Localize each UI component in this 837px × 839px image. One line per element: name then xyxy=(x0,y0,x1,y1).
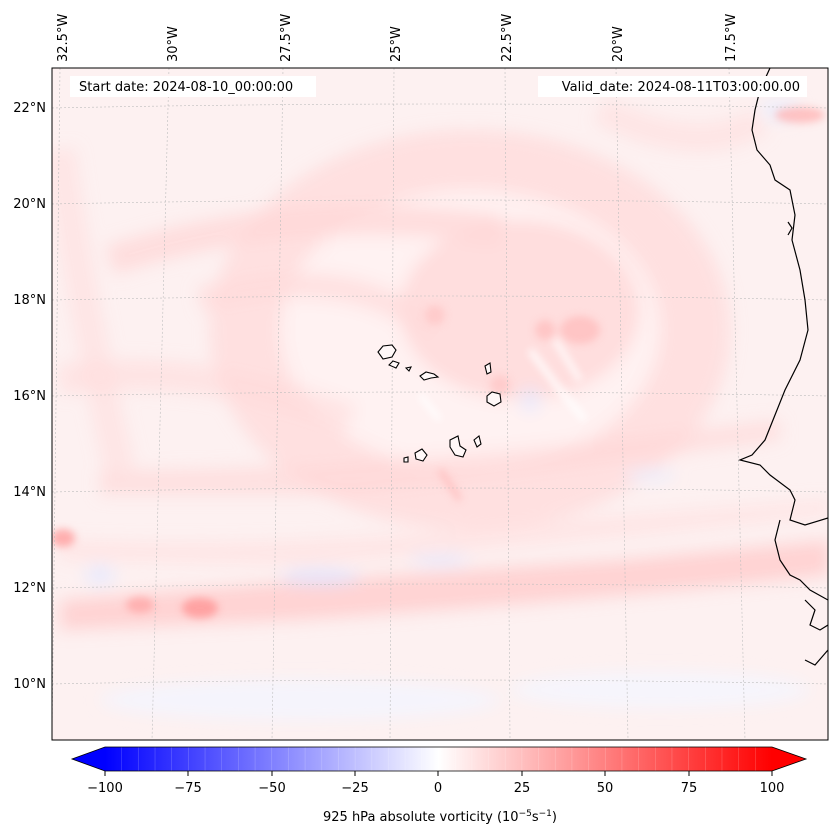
lat-label-20: 20°N xyxy=(13,197,46,212)
cb-tick-m100: −100 xyxy=(87,781,123,796)
latitude-labels: 22°N 20°N 18°N 16°N 14°N 12°N 10°N xyxy=(13,101,46,692)
cape-verde-islands xyxy=(377,344,502,463)
start-date-label: Start date: 2024-08-10_00:00:00 xyxy=(79,80,293,95)
lon-label-25: 25°W xyxy=(389,26,404,62)
island-sao-vicente xyxy=(388,360,400,369)
west-africa-coastline xyxy=(738,68,828,526)
lon-label-32-5: 32.5°W xyxy=(56,14,71,62)
colorbar-label: 925 hPa absolute vorticity (10−5s−1) xyxy=(323,809,557,825)
valid-date-box xyxy=(538,76,807,97)
gridline-lon-17-5 xyxy=(728,67,746,741)
gridline-lat-18 xyxy=(51,295,829,301)
guinea-coastline xyxy=(804,649,828,666)
gridline-lat-12 xyxy=(51,583,829,589)
island-maio xyxy=(473,435,482,448)
gridline-lat-14 xyxy=(51,487,829,493)
lon-label-30: 30°W xyxy=(166,26,181,62)
island-santo-antao xyxy=(377,344,397,360)
lat-label-16: 16°N xyxy=(13,389,46,404)
cb-tick-m50: −50 xyxy=(258,781,285,796)
lat-label-14: 14°N xyxy=(13,485,46,500)
gridline-lat-22 xyxy=(51,103,829,109)
island-santa-luzia xyxy=(404,366,412,372)
island-fogo xyxy=(414,448,428,462)
lon-label-17-5: 17.5°W xyxy=(724,14,739,62)
vorticity-field xyxy=(52,97,828,720)
gridline-lon-20 xyxy=(615,67,629,741)
colorbar-gradient xyxy=(105,747,772,771)
cb-tick-25: 25 xyxy=(514,781,531,796)
colorbar-level-lines xyxy=(121,747,756,771)
cb-tick-0: 0 xyxy=(434,781,442,796)
lon-label-22-5: 22.5°W xyxy=(500,14,515,62)
colorbar-min-arrow xyxy=(72,747,105,771)
island-boa-vista xyxy=(486,391,502,407)
gridline-lon-27-5 xyxy=(271,67,284,741)
cb-tick-75: 75 xyxy=(681,781,698,796)
guinea-bissau-coastline xyxy=(774,519,828,601)
gridline-lon-30 xyxy=(151,67,170,741)
cb-tick-m25: −25 xyxy=(341,781,368,796)
map-frame xyxy=(51,67,829,741)
lon-label-27-5: 27.5°W xyxy=(279,14,294,62)
map-panel: Start date: 2024-08-10_00:00:00 Valid_da… xyxy=(51,67,829,741)
lat-label-10: 10°N xyxy=(13,677,46,692)
gridline-lon-32-5 xyxy=(51,67,61,741)
island-sal xyxy=(484,362,492,375)
lat-label-22: 22°N xyxy=(13,101,46,116)
lat-label-18: 18°N xyxy=(13,293,46,308)
island-brava xyxy=(403,456,409,463)
coastline xyxy=(738,68,828,666)
island-sao-nicolau xyxy=(419,371,440,381)
gridline-lat-20 xyxy=(51,199,829,205)
longitude-labels: 32.5°W 30°W 27.5°W 25°W 22.5°W 20°W 17.5… xyxy=(56,14,739,62)
gridline-lat-16 xyxy=(51,391,829,397)
start-date-box xyxy=(70,76,316,97)
cb-tick-m75: −75 xyxy=(174,781,201,796)
colorbar-max-arrow xyxy=(772,747,806,771)
island-santiago xyxy=(449,435,467,458)
colorbar-ticks: −100 −75 −50 −25 0 25 50 75 100 xyxy=(87,771,784,796)
gridline-lon-25 xyxy=(389,67,395,741)
gridline-lon-22-5 xyxy=(504,67,511,741)
lat-label-12: 12°N xyxy=(13,581,46,596)
bissagos-coastline xyxy=(804,599,828,631)
colorbar: −100 −75 −50 −25 0 25 50 75 100 925 hPa … xyxy=(70,746,808,825)
cap-blanc-coastline xyxy=(787,221,793,236)
lon-label-20: 20°W xyxy=(611,26,626,62)
cb-tick-50: 50 xyxy=(597,781,614,796)
cb-tick-100: 100 xyxy=(760,781,785,796)
gridlines xyxy=(51,67,829,741)
gridline-lat-10 xyxy=(51,679,829,685)
valid-date-label: Valid_date: 2024-08-11T03:00:00.00 xyxy=(562,80,800,95)
